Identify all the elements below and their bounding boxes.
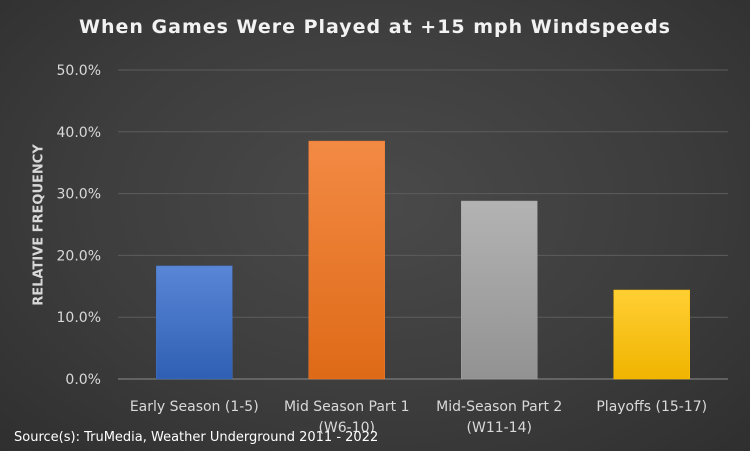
source-note: Source(s): TruMedia, Weather Underground… [14,430,379,445]
bar [308,140,385,380]
y-tick-label: 40.0% [57,125,101,141]
x-tick-label: Mid Season Part 1 (W6-10) [284,399,410,436]
bar [613,289,690,380]
x-tick-label: Early Season (1-5) [130,399,259,415]
y-tick-label: 50.0% [57,63,101,79]
y-tick-label: 10.0% [57,310,101,326]
bar [156,265,233,380]
bar [461,200,538,380]
y-tick-label: 30.0% [57,187,101,203]
chart-title: When Games Were Played at +15 mph Windsp… [79,16,671,38]
x-tick-label: Mid-Season Part 2 (W11-14) [436,399,562,436]
y-tick-label: 20.0% [57,248,101,264]
y-tick-label: 0.0% [65,372,101,388]
x-tick-label: Playoffs (15-17) [596,399,707,415]
